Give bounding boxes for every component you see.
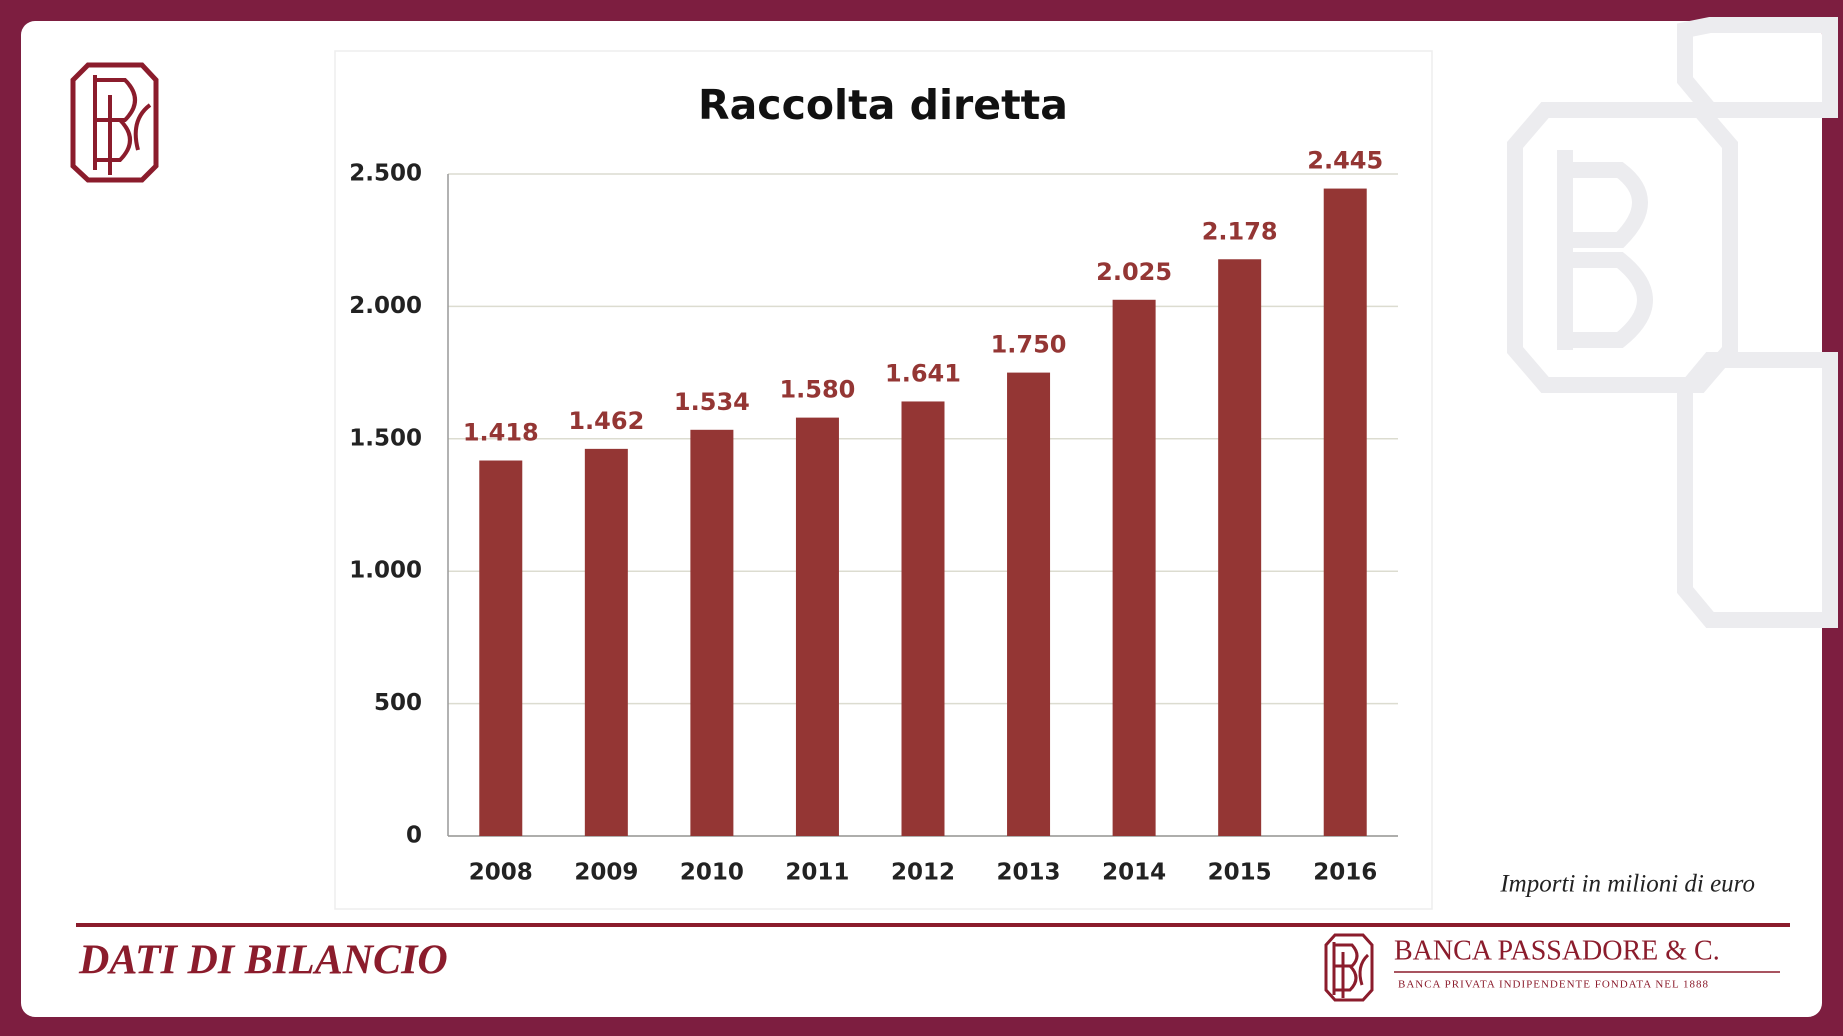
value-label: 2.445 bbox=[1307, 147, 1383, 175]
bar bbox=[690, 429, 734, 836]
bar bbox=[1007, 372, 1051, 836]
section-title: DATI DI BILANCIO bbox=[78, 938, 448, 984]
footer-logo bbox=[1324, 933, 1374, 1002]
y-tick-label: 0 bbox=[406, 823, 422, 849]
value-label: 1.418 bbox=[463, 419, 539, 447]
bar bbox=[584, 448, 628, 836]
x-tick-label: 2011 bbox=[785, 860, 849, 886]
units-note: Importi in milioni di euro bbox=[1499, 871, 1755, 898]
bar bbox=[795, 417, 839, 836]
x-tick-label: 2008 bbox=[469, 860, 533, 886]
watermark bbox=[1507, 17, 1838, 628]
x-tick-label: 2014 bbox=[1102, 860, 1166, 886]
bar bbox=[901, 401, 945, 836]
bar bbox=[1218, 259, 1262, 836]
logo bbox=[70, 62, 159, 183]
bank-tagline: BANCA PRIVATA INDIPENDENTE FONDATA NEL 1… bbox=[1398, 979, 1709, 991]
x-tick-label: 2016 bbox=[1313, 860, 1377, 886]
plot: 0 500 1.000 1.500 2.000 2.500 2008 1.418 2009 1.4… bbox=[349, 147, 1398, 886]
value-label: 2.025 bbox=[1096, 258, 1172, 286]
y-tick-label: 2.500 bbox=[349, 161, 422, 187]
value-label: 1.462 bbox=[568, 407, 644, 435]
bar bbox=[1323, 188, 1367, 837]
bar bbox=[1112, 299, 1156, 836]
y-tick-label: 500 bbox=[374, 690, 422, 716]
value-label: 2.178 bbox=[1202, 217, 1278, 245]
bank-name: BANCA PASSADORE & C. bbox=[1394, 935, 1720, 966]
value-label: 1.580 bbox=[779, 376, 855, 404]
x-tick-label: 2012 bbox=[891, 860, 955, 886]
x-tick-label: 2009 bbox=[574, 860, 638, 886]
y-tick-label: 2.000 bbox=[349, 293, 422, 319]
bar bbox=[479, 460, 523, 836]
y-tick-label: 1.000 bbox=[349, 558, 422, 584]
value-label: 1.641 bbox=[885, 359, 961, 387]
x-tick-label: 2013 bbox=[997, 860, 1061, 886]
chart-title: Raccolta diretta bbox=[698, 81, 1068, 129]
value-label: 1.750 bbox=[991, 331, 1067, 359]
x-tick-label: 2015 bbox=[1208, 860, 1272, 886]
value-label: 1.534 bbox=[674, 388, 750, 416]
y-tick-label: 1.500 bbox=[349, 425, 422, 451]
x-tick-label: 2010 bbox=[680, 860, 744, 886]
